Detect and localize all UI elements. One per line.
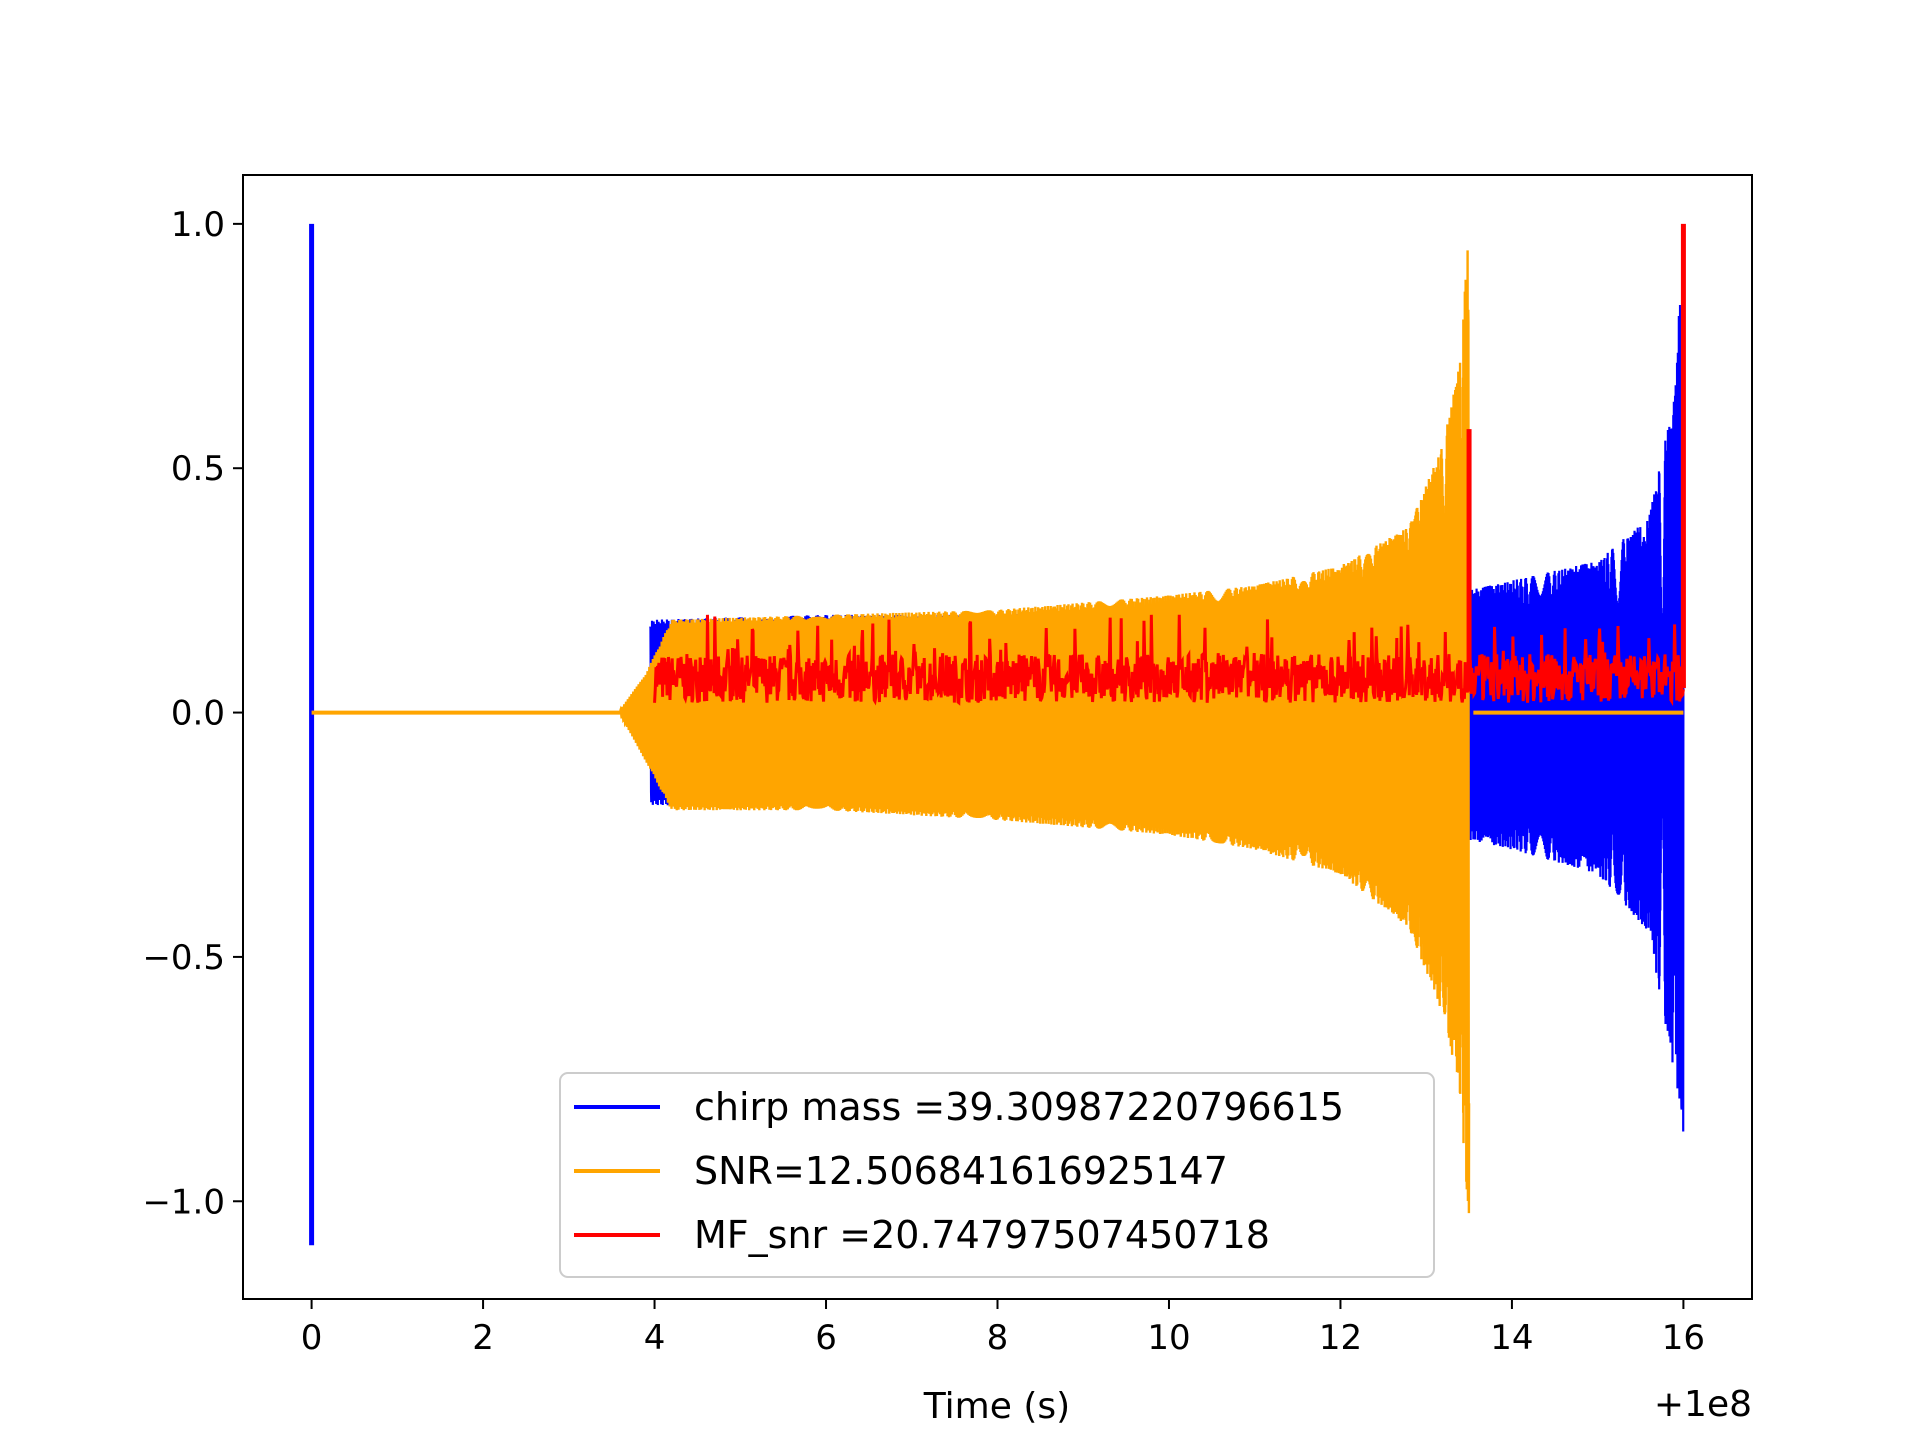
x-tick-label: 14 <box>1490 1318 1533 1358</box>
y-axis-ticks: 1.0 0.5 0.0 −0.5 −1.0 <box>142 205 243 1222</box>
x-tick-label: 6 <box>815 1318 837 1358</box>
mf-snr-series <box>653 614 1685 707</box>
x-tick-label: 10 <box>1147 1318 1190 1358</box>
legend-entry-label: SNR=12.506841616925147 <box>694 1149 1228 1193</box>
x-tick-label: 16 <box>1662 1318 1705 1358</box>
x-tick-label: 4 <box>644 1318 666 1358</box>
x-tick-label: 0 <box>301 1318 323 1358</box>
legend-box <box>559 1072 1435 1278</box>
legend-entry-label: MF_snr =20.74797507450718 <box>694 1213 1270 1257</box>
legend: chirp mass =39.30987220796615 SNR=12.5068… <box>559 1072 1435 1278</box>
y-tick-label: −1.0 <box>142 1182 225 1222</box>
x-tick-label: 12 <box>1319 1318 1362 1358</box>
y-tick-label: 1.0 <box>171 205 225 245</box>
plot-area <box>309 223 1686 1246</box>
x-tick-label: 8 <box>987 1318 1009 1358</box>
series-layer <box>309 223 1686 1246</box>
y-tick-label: −0.5 <box>142 938 225 978</box>
snr-series <box>619 250 1471 1214</box>
x-axis-ticks: 0 2 4 6 8 10 12 14 16 <box>301 1299 1705 1358</box>
y-tick-label: 0.5 <box>171 449 225 489</box>
x-axis-offset-label: +1e8 <box>1654 1384 1752 1425</box>
y-tick-label: 0.0 <box>171 694 225 734</box>
legend-entry-label: chirp mass =39.30987220796615 <box>694 1085 1344 1129</box>
x-axis-label: Time (s) <box>923 1386 1070 1427</box>
x-tick-label: 2 <box>472 1318 494 1358</box>
